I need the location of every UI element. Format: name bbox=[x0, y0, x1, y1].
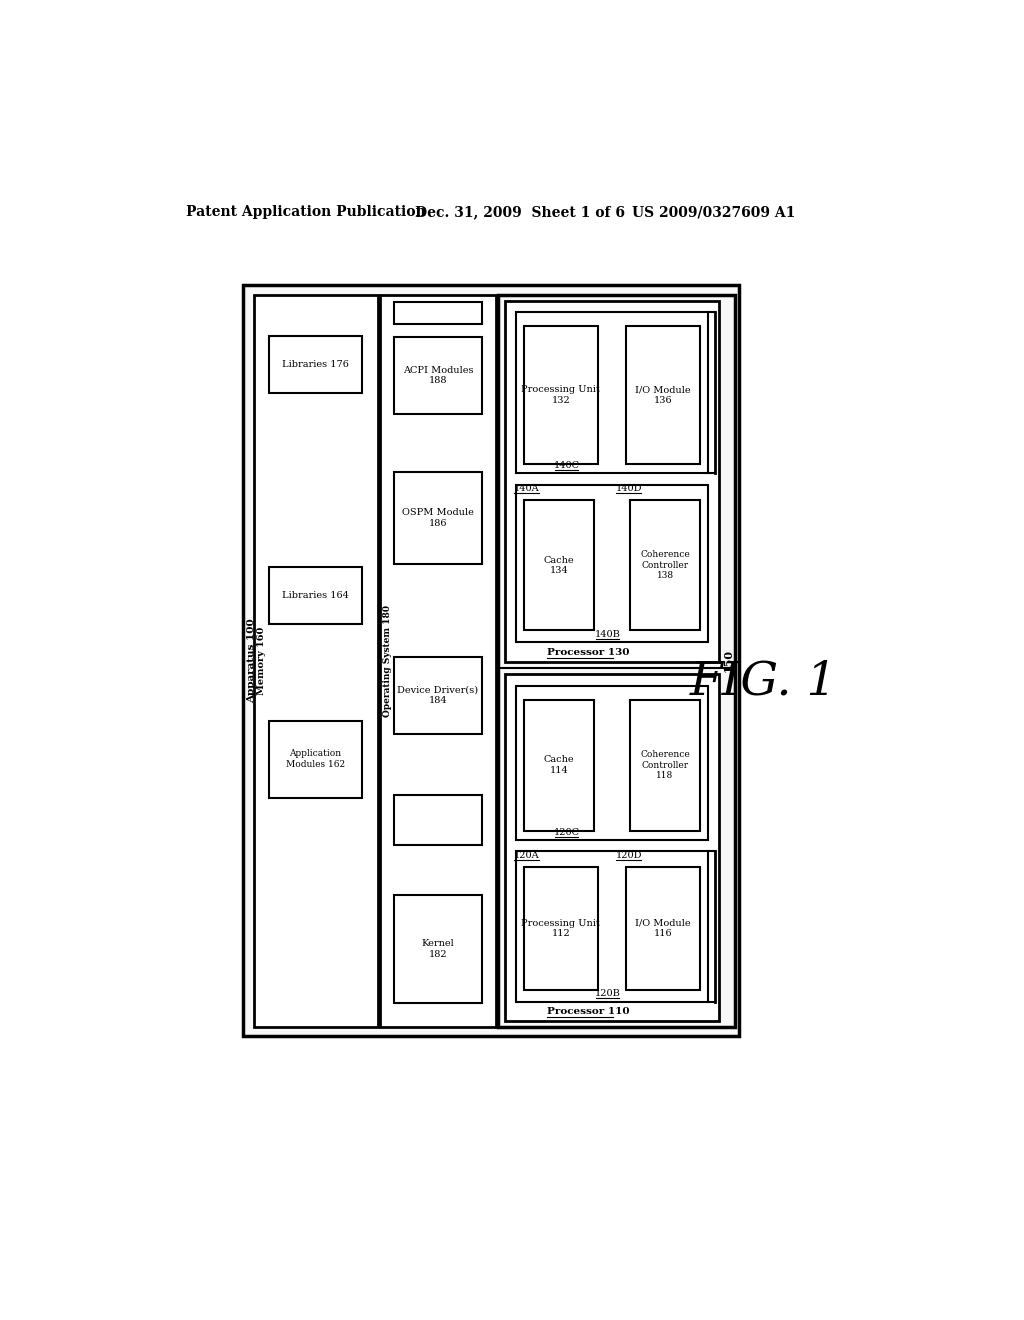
Text: Device Driver(s)
184: Device Driver(s) 184 bbox=[397, 685, 478, 705]
Bar bbox=[505, 675, 719, 1020]
Bar bbox=[524, 867, 598, 990]
Text: 140C: 140C bbox=[554, 461, 580, 470]
Bar bbox=[524, 500, 594, 631]
Bar bbox=[380, 294, 496, 1027]
Text: Processor 130: Processor 130 bbox=[547, 648, 630, 657]
Bar bbox=[269, 335, 362, 393]
Bar bbox=[394, 895, 482, 1003]
Text: Operating System 180: Operating System 180 bbox=[383, 605, 392, 717]
Text: 120D: 120D bbox=[615, 851, 642, 859]
Text: Memory 160: Memory 160 bbox=[257, 627, 266, 696]
Text: Dec. 31, 2009  Sheet 1 of 6: Dec. 31, 2009 Sheet 1 of 6 bbox=[415, 206, 625, 219]
Bar bbox=[254, 294, 378, 1027]
Text: Cache
114: Cache 114 bbox=[544, 755, 574, 775]
Text: Processing Unit
132: Processing Unit 132 bbox=[521, 385, 600, 405]
Bar bbox=[630, 700, 700, 830]
Bar bbox=[627, 867, 700, 990]
Text: Processing Unit
112: Processing Unit 112 bbox=[521, 919, 600, 939]
Text: US 2009/0327609 A1: US 2009/0327609 A1 bbox=[632, 206, 795, 219]
Text: 120B: 120B bbox=[595, 990, 621, 998]
Text: FIG. 1: FIG. 1 bbox=[690, 660, 838, 705]
Text: 120A: 120A bbox=[514, 851, 540, 859]
Bar bbox=[394, 337, 482, 414]
Bar bbox=[516, 686, 708, 840]
Bar bbox=[630, 500, 700, 631]
Text: 140D: 140D bbox=[615, 484, 642, 494]
Bar bbox=[394, 471, 482, 564]
Text: Patent Application Publication: Patent Application Publication bbox=[186, 206, 426, 219]
Text: Coherence
Controller
138: Coherence Controller 138 bbox=[640, 550, 690, 581]
Bar bbox=[505, 301, 719, 663]
Text: 120C: 120C bbox=[554, 828, 580, 837]
Bar bbox=[627, 326, 700, 465]
Bar bbox=[516, 851, 708, 1002]
Bar bbox=[524, 700, 594, 830]
Text: Application
Modules 162: Application Modules 162 bbox=[286, 750, 345, 768]
Text: I/O Module
116: I/O Module 116 bbox=[635, 919, 691, 939]
Text: I/O Module
136: I/O Module 136 bbox=[635, 385, 691, 405]
Text: 140B: 140B bbox=[595, 630, 621, 639]
Bar bbox=[269, 566, 362, 624]
Text: ACPI Modules
188: ACPI Modules 188 bbox=[402, 366, 473, 385]
Text: 150: 150 bbox=[723, 649, 734, 672]
Text: Libraries 164: Libraries 164 bbox=[283, 591, 349, 599]
Text: Cache
134: Cache 134 bbox=[544, 556, 574, 576]
Bar bbox=[394, 302, 482, 323]
Bar bbox=[243, 285, 738, 1036]
Text: Libraries 176: Libraries 176 bbox=[283, 360, 349, 368]
Text: Kernel
182: Kernel 182 bbox=[422, 940, 455, 958]
Text: Apparatus 100: Apparatus 100 bbox=[247, 619, 256, 704]
Bar bbox=[499, 294, 735, 1027]
Bar bbox=[516, 484, 708, 642]
Bar bbox=[516, 313, 708, 474]
Text: OSPM Module
186: OSPM Module 186 bbox=[402, 508, 474, 528]
Text: Processor 110: Processor 110 bbox=[547, 1007, 630, 1016]
Text: 140A: 140A bbox=[514, 484, 540, 494]
Bar bbox=[394, 656, 482, 734]
Bar bbox=[269, 721, 362, 797]
Bar bbox=[394, 795, 482, 845]
Text: Coherence
Controller
118: Coherence Controller 118 bbox=[640, 750, 690, 780]
Bar bbox=[524, 326, 598, 465]
